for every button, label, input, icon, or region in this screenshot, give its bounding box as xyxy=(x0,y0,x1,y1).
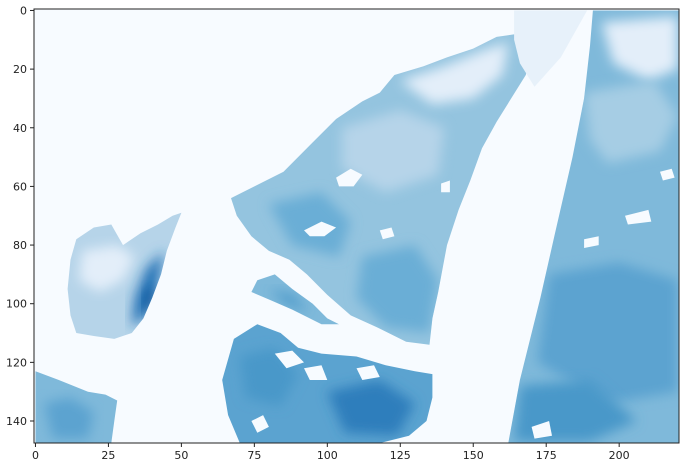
x-tick-label: 200 xyxy=(609,449,630,462)
heatmap-intensity-patch xyxy=(143,286,156,316)
y-tick-label: 20 xyxy=(13,63,27,76)
x-tick-label: 25 xyxy=(101,449,115,462)
heatmap-missing-data-hole xyxy=(251,415,269,433)
y-tick-label: 140 xyxy=(6,415,27,428)
heatmap-missing-data-hole xyxy=(304,221,337,237)
heatmap-intensity-patch xyxy=(131,250,164,328)
heatmap-missing-data-hole xyxy=(336,168,363,187)
heatmap-intensity-patch xyxy=(601,16,678,81)
heatmap-intensity-patch xyxy=(268,192,351,257)
x-tick-label: 125 xyxy=(390,449,411,462)
heatmap-missing-data-hole xyxy=(441,180,450,193)
heatmap-regions xyxy=(35,10,679,443)
heatmap-missing-data-hole xyxy=(584,236,599,248)
y-tick-label: 40 xyxy=(13,122,27,135)
y-tick-label: 100 xyxy=(6,298,27,311)
heatmap-region-east-swath xyxy=(508,10,679,443)
y-tick-label: 80 xyxy=(13,239,27,252)
heatmap-missing-data-hole xyxy=(274,350,304,369)
x-tick-label: 0 xyxy=(32,449,39,462)
heatmap-region-west-island xyxy=(67,212,182,339)
heatmap-intensity-patch xyxy=(341,110,445,193)
heatmap-intensity-patch xyxy=(537,262,678,404)
heatmap-frame xyxy=(33,8,680,444)
x-tick-label: 175 xyxy=(536,449,557,462)
heatmap-region-central-main xyxy=(231,33,532,345)
heatmap-plot-area xyxy=(34,9,679,443)
heatmap-missing-data-hole xyxy=(304,365,328,380)
x-tick-label: 150 xyxy=(463,449,484,462)
heatmap-region-southwest-corner xyxy=(35,371,118,443)
heatmap-intensity-patch xyxy=(356,245,439,333)
y-tick-label: 0 xyxy=(20,4,27,17)
heatmap-region-southern-archipelago xyxy=(222,324,433,443)
heatmap-missing-data-hole xyxy=(625,209,652,225)
heatmap-intensity-patch xyxy=(268,289,310,313)
heatmap-intensity-patch xyxy=(79,245,135,292)
y-tick-label: 120 xyxy=(6,356,27,369)
heatmap-region-northeast-fade xyxy=(514,10,588,87)
heatmap-intensity-patch xyxy=(584,80,678,163)
y-tick-label: 60 xyxy=(13,180,27,193)
x-tick-label: 75 xyxy=(247,449,261,462)
heatmap-missing-data-hole xyxy=(379,227,395,240)
heatmap-missing-data-hole xyxy=(356,365,380,380)
heatmap-intensity-patch xyxy=(44,397,94,439)
x-tick-label: 100 xyxy=(317,449,338,462)
x-tick-label: 50 xyxy=(174,449,188,462)
heatmap-intensity-patch xyxy=(327,380,415,436)
heatmap-missing-data-hole xyxy=(531,421,552,439)
heatmap-missing-data-hole xyxy=(660,168,675,181)
x-axis: 0 25 50 75 100 125 150 175 200 xyxy=(32,443,630,462)
heatmap-region-fill xyxy=(514,10,588,87)
y-axis: 0 20 40 60 80 100 120 140 xyxy=(6,4,34,428)
heatmap-region-central-peninsula xyxy=(251,274,339,325)
heatmap-intensity-patch xyxy=(400,42,509,105)
